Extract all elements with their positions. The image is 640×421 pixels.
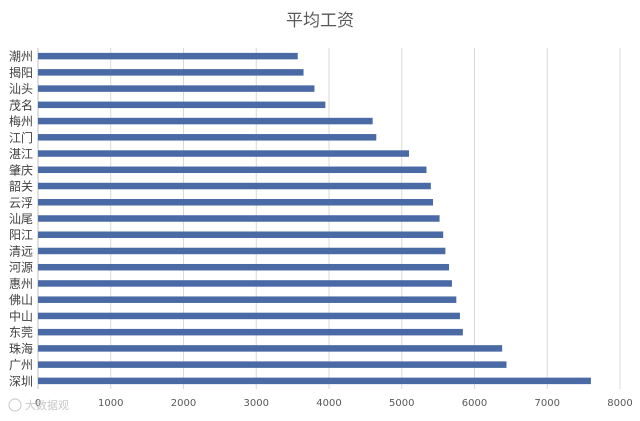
bar (38, 134, 377, 141)
category-label: 惠州 (9, 277, 33, 291)
category-label: 深圳 (9, 374, 33, 388)
bar (38, 182, 431, 190)
bar (38, 280, 452, 287)
bar (38, 296, 457, 303)
x-tick-label: 3000 (244, 398, 269, 409)
category-label: 茂名 (9, 97, 33, 112)
bar (38, 312, 460, 320)
bar (38, 52, 298, 60)
bar (38, 361, 507, 368)
bar (38, 101, 326, 109)
category-label: 云浮 (9, 196, 33, 210)
x-tick-label: 4000 (316, 398, 341, 409)
category-label: 肇庆 (9, 162, 33, 177)
category-label: 汕头 (9, 82, 33, 96)
bar (38, 69, 304, 76)
category-label: 阳江 (9, 228, 33, 242)
x-tick-label: 1000 (98, 398, 123, 409)
category-label: 江门 (9, 130, 33, 145)
category-label: 潮州 (9, 49, 33, 64)
bar (38, 263, 450, 271)
category-label: 湛江 (9, 147, 33, 161)
bar (38, 377, 591, 385)
chart-bars (38, 52, 591, 385)
bar (38, 199, 434, 206)
category-label: 梅州 (9, 114, 33, 129)
category-label: 东莞 (9, 326, 33, 340)
x-axis-ticks: 0 1000 2000 3000 4000 5000 6000 7000 8000 (35, 398, 633, 409)
category-label: 广州 (9, 358, 33, 372)
x-tick-label: 6000 (462, 398, 487, 409)
category-label: 揭阳 (9, 65, 33, 80)
bar (38, 117, 373, 125)
category-label: 中山 (9, 308, 33, 323)
x-tick-label: 7000 (535, 398, 560, 409)
x-tick-label: 2000 (171, 398, 196, 409)
category-labels: 潮州揭阳汕头茂名梅州江门湛江肇庆韶关云浮汕尾阳江清远河源惠州佛山中山东莞珠海广州… (9, 49, 33, 389)
category-label: 韶关 (9, 179, 33, 194)
category-label: 珠海 (9, 341, 33, 356)
watermark-icon (8, 398, 22, 412)
category-label: 河源 (9, 261, 33, 275)
bar (38, 247, 446, 255)
bar (38, 166, 427, 174)
bar (38, 328, 463, 336)
watermark-text: 大数据观 (25, 398, 69, 412)
category-label: 佛山 (9, 293, 33, 307)
x-tick-label: 0 (35, 398, 41, 409)
bar (38, 85, 315, 92)
category-label: 清远 (9, 244, 33, 258)
category-label: 汕尾 (9, 212, 33, 226)
chart-title: 平均工资 (286, 11, 354, 31)
bar (38, 150, 410, 157)
x-tick-label: 8000 (607, 398, 632, 409)
bar (38, 231, 444, 238)
x-tick-label: 5000 (389, 398, 414, 409)
watermark: 大数据观 (8, 398, 69, 412)
bar (38, 215, 440, 222)
bar (38, 345, 503, 352)
